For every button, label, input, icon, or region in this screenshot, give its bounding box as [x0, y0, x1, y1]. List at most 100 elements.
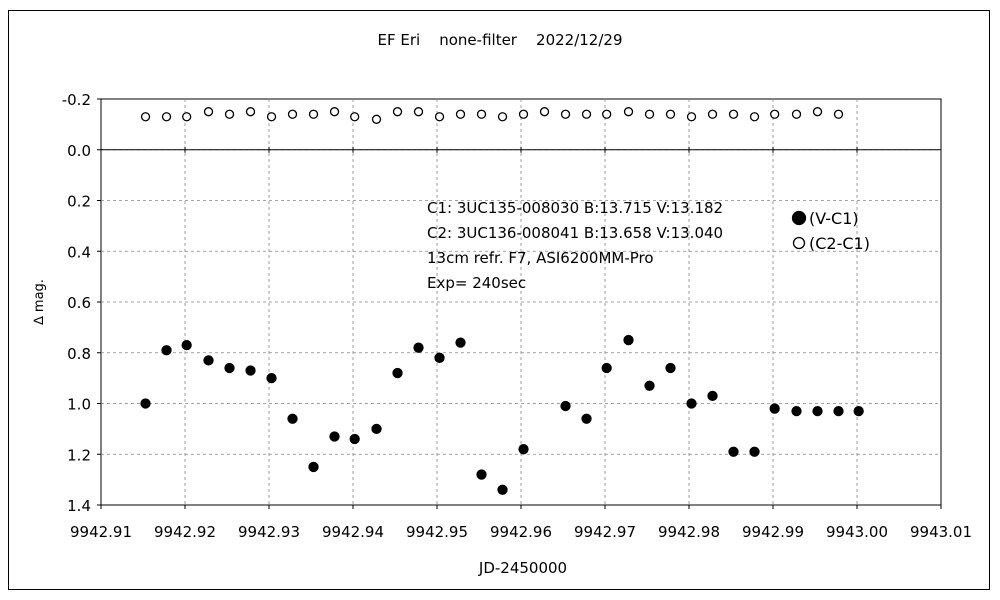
c2c1-point: [308, 109, 319, 119]
c2c1-point: [182, 112, 192, 122]
vc1-point: [371, 423, 382, 435]
c2c1-point: [581, 109, 592, 119]
chart-title: EF Eri none-filter 2022/12/29: [377, 31, 622, 49]
vc1-point: [245, 365, 256, 376]
vc1-point: [644, 380, 655, 391]
vc1-point: [161, 345, 172, 356]
y-tick-label: 0.8: [67, 345, 91, 363]
vc1-point: [497, 484, 508, 495]
c2c1-point: [770, 109, 780, 119]
chart-frame: -0.2 0.0 0.2 0.4 0.6 0.8 1.0 1.2 1.4 9942.91 9942.…: [8, 10, 990, 590]
c2c1-point: [245, 107, 256, 117]
vc1-point: [349, 433, 360, 445]
x-tick-label: 9942.96: [490, 523, 552, 541]
vc1-point: [560, 400, 571, 412]
c2c1-point: [833, 109, 844, 119]
x-tick-label: 9942.95: [406, 523, 468, 541]
c2c1-point: [413, 107, 424, 117]
annotation-line: 13cm refr. F7, ASI6200MM-Pro: [427, 249, 654, 267]
c2c1-point: [623, 107, 634, 117]
c2c1-point: [266, 112, 277, 122]
c2c1-point: [371, 114, 382, 124]
annotation-line: C1: 3UC135-008030 B:13.715 V:13.182: [427, 199, 723, 217]
y-tick-label: 1.2: [67, 446, 91, 464]
c2c1-point: [287, 109, 298, 119]
c2c1-point: [455, 109, 466, 119]
c2c1-point: [728, 109, 739, 119]
vc1-point: [476, 469, 487, 480]
c2c1-point: [203, 107, 214, 117]
vc1-point: [203, 355, 214, 366]
x-tick-label: 9942.99: [742, 523, 804, 541]
vc1-point: [413, 342, 424, 353]
c2c1-point: [140, 112, 151, 122]
vc1-point: [224, 362, 235, 374]
c2c1-point: [707, 109, 718, 119]
legend-marker-c2c1: [792, 236, 806, 250]
c2c1-point: [518, 109, 529, 119]
x-tick-label: 9942.97: [574, 523, 636, 541]
c2c1-point: [497, 112, 508, 122]
y-tick-label: 1.0: [67, 396, 91, 414]
vc1-point: [287, 413, 298, 424]
c2c1-point: [644, 109, 655, 119]
c2c1-point: [224, 109, 235, 119]
c2c1-point: [350, 112, 360, 122]
y-axis-label: ∆ mag.: [32, 279, 47, 326]
vc1-point: [769, 403, 780, 414]
vc1-point: [749, 446, 760, 457]
legend-label-vc1: (V-C1): [809, 209, 859, 228]
legend-label-c2c1: (C2-C1): [809, 234, 870, 253]
c2c1-point: [665, 109, 676, 119]
vc1-point: [434, 352, 445, 363]
c2c1-point: [791, 109, 802, 119]
vc1-point: [329, 431, 340, 442]
vc1-point: [266, 372, 277, 384]
vc1-point: [455, 337, 466, 348]
x-tick-label: 9942.98: [658, 523, 720, 541]
x-tick-label: 9943.01: [910, 523, 972, 541]
vc1-point: [791, 405, 802, 417]
y-tick-label: 0.0: [67, 142, 91, 160]
c2c1-point: [329, 107, 340, 117]
vc1-point: [581, 413, 592, 424]
vc1-point: [140, 398, 151, 409]
annotation-line: C2: 3UC136-008041 B:13.658 V:13.040: [427, 224, 723, 242]
annotation-line: Exp= 240sec: [427, 274, 526, 292]
c2c1-point: [539, 107, 550, 117]
c2c1-point: [392, 107, 403, 117]
x-tick-label: 9942.94: [322, 523, 384, 541]
x-tick-label: 9942.92: [154, 523, 216, 541]
vc1-point: [623, 334, 634, 346]
vc1-point: [181, 339, 192, 351]
x-tick-label: 9942.93: [238, 523, 300, 541]
c2c1-point: [560, 109, 571, 119]
vc1-point: [686, 398, 697, 409]
y-tick-label: 0.4: [67, 243, 91, 261]
c2c1-point: [434, 112, 445, 122]
vc1-point: [518, 444, 529, 455]
vc1-point: [812, 405, 823, 417]
c2c1-point: [812, 107, 823, 117]
light-curve-chart: -0.2 0.0 0.2 0.4 0.6 0.8 1.0 1.2 1.4 9942.91 9942.…: [32, 31, 972, 577]
vc1-point: [392, 367, 403, 379]
x-tick-label: 9942.91: [70, 523, 132, 541]
vc1-point: [308, 461, 319, 473]
vc1-point: [665, 362, 676, 374]
vc1-point: [707, 390, 718, 402]
vc1-point: [853, 405, 864, 417]
y-tick-label: 1.4: [67, 497, 91, 515]
x-tick-label: 9943.00: [826, 523, 888, 541]
y-tick-label: 0.6: [67, 294, 91, 312]
c2c1-point: [749, 112, 760, 122]
legend-marker-vc1: [791, 210, 807, 226]
c2c1-point: [476, 109, 487, 119]
vc1-point: [833, 405, 844, 417]
y-tick-label: 0.2: [67, 193, 91, 211]
vc1-point: [728, 446, 739, 457]
x-axis-label: JD-2450000: [478, 559, 567, 577]
vc1-point: [601, 362, 612, 374]
c2c1-point: [602, 109, 612, 119]
c2c1-point: [161, 112, 172, 122]
y-tick-label: -0.2: [62, 91, 91, 109]
